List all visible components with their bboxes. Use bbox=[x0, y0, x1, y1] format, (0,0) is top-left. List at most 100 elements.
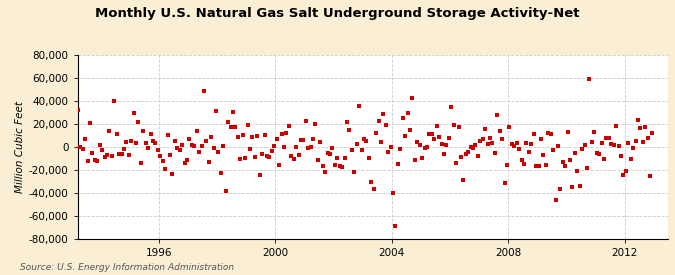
Point bbox=[533, 164, 544, 168]
Point bbox=[640, 124, 651, 129]
Point bbox=[477, 137, 488, 141]
Point bbox=[220, 189, 231, 193]
Point bbox=[381, 122, 392, 127]
Point bbox=[238, 133, 248, 138]
Point bbox=[470, 142, 481, 147]
Point bbox=[198, 89, 209, 93]
Point bbox=[131, 141, 142, 146]
Point bbox=[291, 145, 302, 149]
Point bbox=[225, 125, 236, 129]
Point bbox=[244, 147, 255, 151]
Point bbox=[366, 180, 377, 184]
Point bbox=[148, 138, 159, 143]
Point bbox=[133, 119, 144, 124]
Point bbox=[424, 132, 435, 136]
Point bbox=[500, 181, 510, 185]
Point bbox=[550, 198, 561, 203]
Point bbox=[174, 148, 185, 152]
Point bbox=[155, 153, 165, 158]
Point bbox=[322, 151, 333, 156]
Point bbox=[506, 142, 517, 147]
Point bbox=[109, 99, 119, 103]
Point bbox=[310, 122, 321, 127]
Point bbox=[482, 142, 493, 146]
Point bbox=[514, 147, 524, 151]
Point bbox=[172, 146, 183, 151]
Point bbox=[80, 137, 90, 141]
Point bbox=[412, 140, 423, 145]
Point bbox=[303, 146, 314, 150]
Point bbox=[523, 149, 534, 154]
Point bbox=[521, 141, 532, 145]
Point bbox=[439, 152, 450, 156]
Point bbox=[182, 158, 192, 162]
Point bbox=[247, 135, 258, 139]
Point bbox=[468, 146, 479, 151]
Point bbox=[378, 112, 389, 116]
Point bbox=[543, 131, 554, 135]
Point bbox=[383, 150, 394, 154]
Point bbox=[463, 150, 474, 154]
Point bbox=[90, 158, 101, 163]
Point bbox=[92, 159, 103, 163]
Point bbox=[70, 150, 81, 154]
Point bbox=[349, 170, 360, 174]
Point bbox=[375, 140, 386, 145]
Point bbox=[317, 164, 328, 168]
Point bbox=[591, 151, 602, 155]
Point bbox=[414, 142, 425, 147]
Point bbox=[565, 158, 576, 162]
Point bbox=[160, 167, 171, 171]
Point bbox=[545, 132, 556, 136]
Point bbox=[494, 129, 505, 133]
Point bbox=[572, 169, 583, 174]
Point bbox=[512, 141, 522, 145]
Point bbox=[576, 147, 587, 151]
Point bbox=[165, 153, 176, 157]
Point bbox=[647, 131, 658, 135]
Text: Source: U.S. Energy Information Administration: Source: U.S. Energy Information Administ… bbox=[20, 263, 234, 272]
Point bbox=[325, 152, 335, 156]
Point bbox=[480, 127, 491, 131]
Point bbox=[337, 164, 348, 169]
Point bbox=[369, 187, 379, 191]
Point bbox=[441, 143, 452, 147]
Point bbox=[608, 143, 619, 147]
Point bbox=[284, 124, 294, 128]
Point bbox=[128, 111, 139, 116]
Point bbox=[358, 137, 369, 141]
Point bbox=[460, 152, 471, 156]
Point bbox=[213, 150, 224, 155]
Point bbox=[97, 148, 107, 153]
Point bbox=[104, 129, 115, 133]
Point bbox=[456, 154, 466, 159]
Point bbox=[497, 137, 508, 141]
Point bbox=[416, 156, 427, 160]
Point bbox=[138, 129, 148, 134]
Point bbox=[361, 139, 372, 143]
Point bbox=[599, 157, 610, 162]
Point bbox=[531, 164, 541, 168]
Point bbox=[194, 150, 205, 154]
Point bbox=[587, 140, 597, 144]
Point bbox=[218, 144, 229, 148]
Point bbox=[342, 120, 352, 124]
Point bbox=[395, 147, 406, 151]
Point bbox=[240, 156, 250, 161]
Point bbox=[553, 144, 564, 148]
Point bbox=[209, 146, 219, 150]
Point bbox=[126, 139, 136, 144]
Point bbox=[315, 140, 326, 144]
Point bbox=[574, 184, 585, 189]
Point bbox=[487, 141, 498, 145]
Point bbox=[288, 157, 299, 162]
Point bbox=[630, 138, 641, 143]
Point bbox=[264, 155, 275, 160]
Point bbox=[516, 158, 527, 162]
Point bbox=[558, 160, 568, 164]
Point bbox=[434, 135, 445, 139]
Point bbox=[504, 125, 515, 129]
Point bbox=[203, 160, 214, 164]
Point bbox=[363, 156, 374, 160]
Point bbox=[570, 150, 580, 155]
